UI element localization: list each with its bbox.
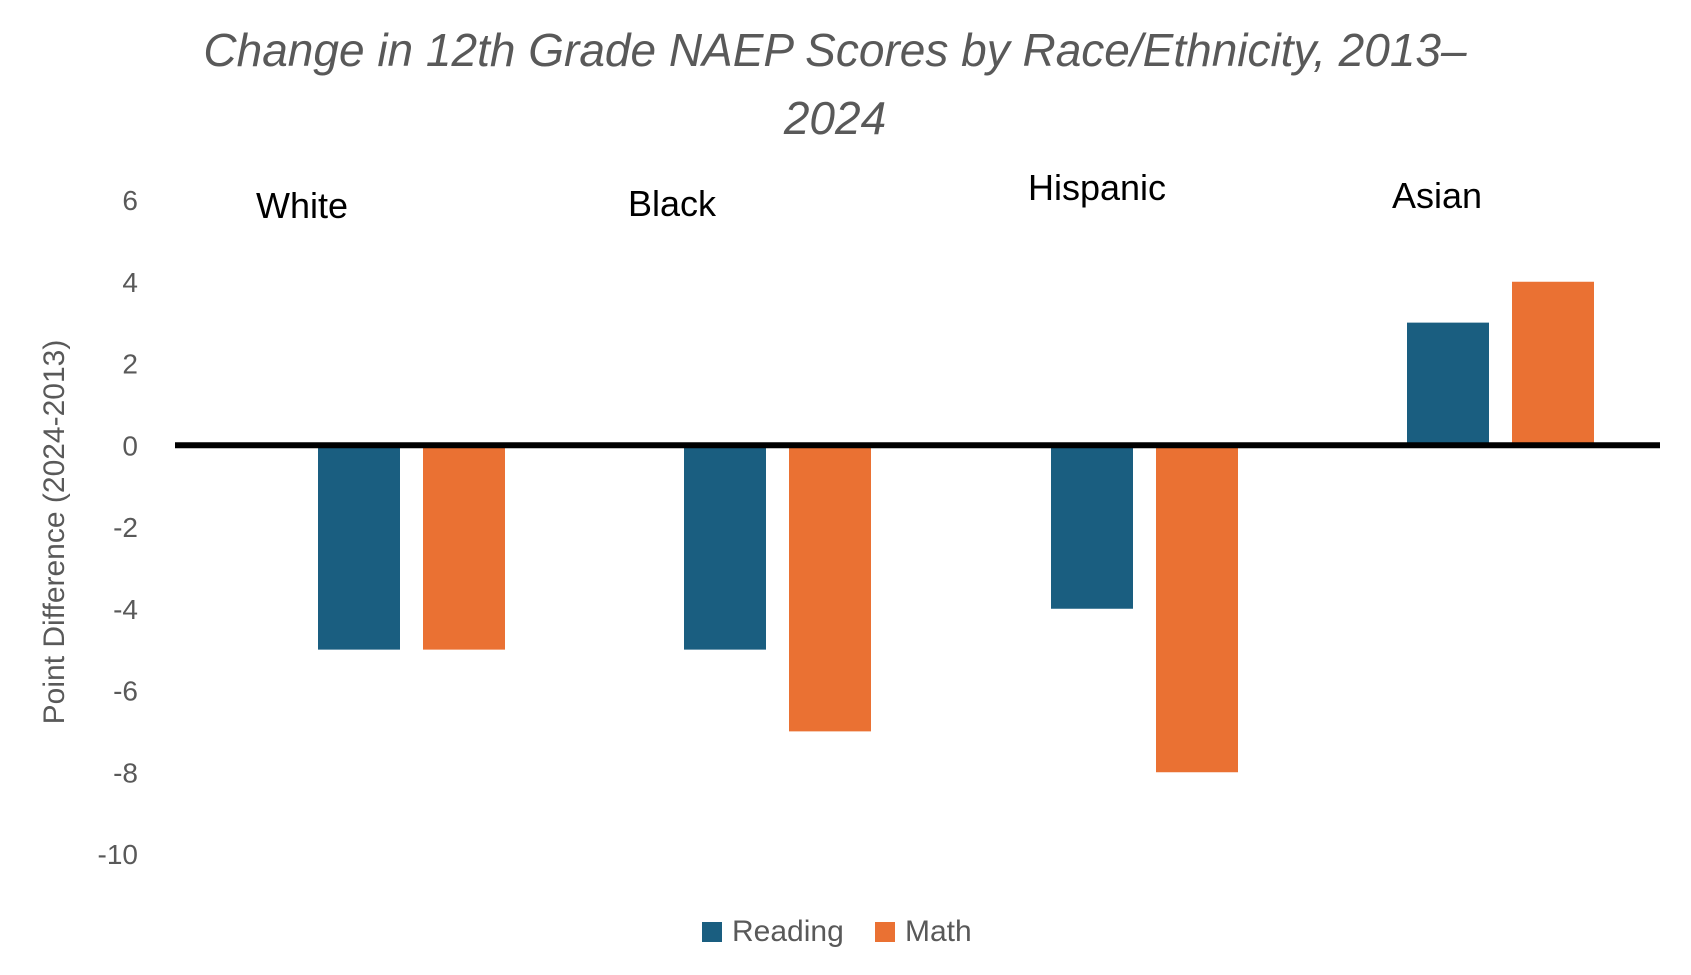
y-axis-ticks: 6 4 2 0 -2 -4 -6 -8 -10 <box>98 185 138 870</box>
y-tick-label: 4 <box>122 267 138 298</box>
legend: Reading Math <box>702 915 972 948</box>
y-tick-label: 6 <box>122 185 138 216</box>
bar-reading-black <box>684 445 766 650</box>
bars-group <box>318 281 1594 773</box>
category-label-asian: Asian <box>1392 175 1482 216</box>
y-tick-label: -8 <box>113 757 138 788</box>
bar-math-black <box>789 445 871 732</box>
y-tick-label: -2 <box>113 512 138 543</box>
y-axis-label: Point Difference (2024-2013) <box>38 340 71 725</box>
y-tick-label: -10 <box>98 839 138 870</box>
legend-swatch-math <box>875 922 895 942</box>
bar-math-asian <box>1512 281 1594 446</box>
bar-reading-hispanic <box>1051 445 1133 609</box>
y-tick-label: 2 <box>122 349 138 380</box>
bar-math-hispanic <box>1156 445 1238 773</box>
category-labels: White Black Hispanic Asian <box>256 167 1482 226</box>
legend-swatch-reading <box>702 922 722 942</box>
bar-reading-white <box>318 445 400 650</box>
chart-title-line-2: 2024 <box>783 92 886 144</box>
bar-reading-asian <box>1407 322 1489 446</box>
chart-title-line-1: Change in 12th Grade NAEP Scores by Race… <box>203 24 1467 76</box>
legend-label-reading: Reading <box>732 915 844 948</box>
category-label-black: Black <box>628 183 717 224</box>
bar-math-white <box>423 445 505 650</box>
y-tick-label: 0 <box>122 430 138 461</box>
legend-label-math: Math <box>905 915 972 948</box>
category-label-hispanic: Hispanic <box>1028 167 1166 208</box>
y-tick-label: -6 <box>113 676 138 707</box>
y-tick-label: -4 <box>113 594 138 625</box>
category-label-white: White <box>256 185 348 226</box>
